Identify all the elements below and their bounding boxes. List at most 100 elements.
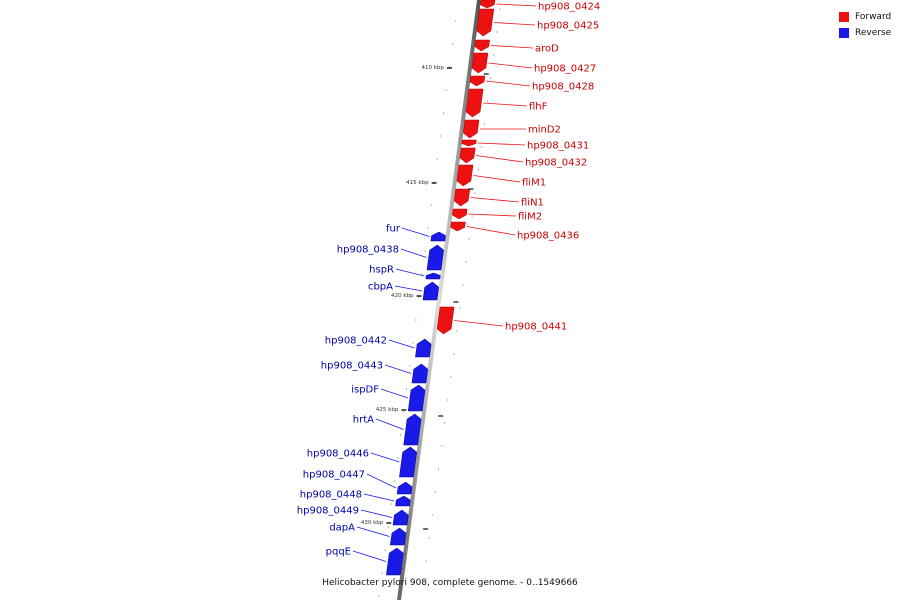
legend-reverse: Reverse [839, 25, 891, 41]
gene-label-hp908-0438[interactable]: hp908_0438 [337, 245, 399, 256]
gene-arod[interactable] [474, 39, 490, 52]
gene-hp908-0436[interactable] [450, 221, 466, 232]
gene-label-hp908-0436[interactable]: hp908_0436 [517, 231, 579, 242]
gene-flin1[interactable] [453, 188, 471, 207]
gene-hp908-0449[interactable] [392, 509, 409, 526]
gene-label-hp908-0431[interactable]: hp908_0431 [527, 141, 589, 152]
leader-line-hp908-0438 [400, 248, 427, 258]
gene-track [386, 0, 496, 576]
genome-axis [397, 0, 481, 600]
leader-line-hp908-0446 [370, 452, 400, 463]
gene-hp908-0443[interactable] [411, 363, 429, 384]
leader-line-hp908-0443 [384, 364, 412, 374]
gene-label-ispdf[interactable]: ispDF [351, 385, 379, 396]
leader-line-hp908-0425 [493, 22, 536, 26]
leader-line-hspr [395, 268, 425, 277]
forward-swatch [839, 12, 849, 22]
gene-label-hrta[interactable]: hrtA [353, 415, 374, 426]
genome-title: Helicobacter pylori 908, complete genome… [322, 578, 578, 588]
gene-ispdf[interactable] [407, 384, 426, 412]
gene-label-hp908-0427[interactable]: hp908_0427 [534, 64, 596, 75]
leader-line-pqqe [352, 550, 387, 562]
legend: Forward Reverse [839, 9, 891, 41]
gene-hp908-0431[interactable] [461, 139, 477, 147]
legend-reverse-label: Reverse [855, 28, 892, 38]
leader-line-flim1 [473, 175, 521, 183]
gene-hp908-0442[interactable] [415, 338, 432, 358]
leader-line-hp908-0447 [366, 473, 397, 489]
leader-line-hrta [375, 418, 404, 430]
leader-line-ispdf [380, 388, 409, 399]
gene-hspr[interactable] [425, 272, 441, 280]
gene-cbpa[interactable] [422, 281, 439, 301]
gene-hp908-0432[interactable] [459, 147, 476, 164]
gene-label-hp908-0449[interactable]: hp908_0449 [297, 506, 359, 517]
gene-label-pqqe[interactable]: pqqE [326, 547, 351, 558]
gene-label-hp908-0428[interactable]: hp908_0428 [532, 82, 594, 93]
gene-label-hp908-0447[interactable]: hp908_0447 [303, 470, 365, 481]
gene-flim1[interactable] [456, 164, 474, 187]
gene-mind2[interactable] [463, 119, 480, 139]
legend-forward-label: Forward [855, 12, 892, 22]
leader-line-dapa [356, 526, 390, 537]
gene-label-dapa[interactable]: dapA [329, 523, 355, 534]
kbp-label: 415 kbp [406, 180, 429, 186]
gene-dapa[interactable] [390, 527, 407, 546]
gene-labels: hp908_0424 hp908_0425 aroD hp908_0427 hp908_… [297, 2, 600, 562]
gene-label-flhf[interactable]: flhF [529, 102, 548, 113]
gene-label-mind2[interactable]: minD2 [528, 125, 561, 136]
gene-fur[interactable] [430, 231, 446, 242]
leader-line-hp908-0428 [486, 80, 531, 87]
gene-label-hp908-0432[interactable]: hp908_0432 [525, 158, 587, 169]
leader-line-hp908-0431 [477, 142, 526, 146]
gene-hp908-0447[interactable] [396, 481, 413, 495]
legend-forward: Forward [839, 9, 891, 25]
kbp-label: 410 kbp [422, 65, 445, 71]
gene-hp908-0427[interactable] [471, 52, 489, 74]
gene-flhf[interactable] [465, 88, 484, 118]
leader-line-fur [401, 227, 430, 237]
leader-line-arod [490, 45, 534, 49]
kbp-label: 425 kbp [376, 407, 399, 413]
gene-label-hp908-0424[interactable]: hp908_0424 [538, 2, 600, 13]
gene-hp908-0425[interactable] [476, 8, 495, 37]
gene-label-arod[interactable]: aroD [535, 44, 559, 55]
gene-label-hp908-0425[interactable]: hp908_0425 [537, 21, 599, 32]
gene-hp908-0428[interactable] [469, 75, 486, 87]
leader-line-hp908-0424 [496, 3, 537, 7]
gene-label-flim1[interactable]: fliM1 [522, 178, 546, 189]
gene-hrta[interactable] [403, 413, 422, 446]
gene-label-flin1[interactable]: fliN1 [521, 198, 544, 209]
gene-label-hp908-0442[interactable]: hp908_0442 [325, 336, 387, 347]
kbp-label: 420 kbp [391, 293, 414, 299]
gene-pqqe[interactable] [386, 547, 404, 576]
gene-label-hp908-0446[interactable]: hp908_0446 [307, 449, 369, 460]
leader-line-hp908-0448 [363, 493, 395, 502]
leader-line-flhf [483, 102, 528, 107]
reverse-swatch [839, 28, 849, 38]
leader-line-hp908-0449 [360, 509, 393, 518]
gene-hp908-0424[interactable] [480, 0, 496, 9]
gene-label-hspr[interactable]: hspR [369, 265, 394, 276]
gene-label-cbpa[interactable]: cbpA [368, 282, 393, 293]
gene-hp908-0438[interactable] [426, 244, 444, 271]
leader-line-cbpa [394, 285, 423, 292]
gene-label-flim2[interactable]: fliM2 [518, 212, 542, 223]
gene-label-hp908-0441[interactable]: hp908_0441 [505, 322, 567, 333]
leader-line-hp908-0432 [476, 155, 524, 163]
gene-hp908-0441[interactable] [436, 306, 455, 335]
leader-line-flin1 [470, 197, 520, 203]
gene-hp908-0446[interactable] [399, 446, 417, 478]
gene-label-hp908-0448[interactable]: hp908_0448 [300, 490, 362, 501]
scale-labels: 410 kbp 415 kbp 420 kbp 425 kbp 430 kbp [361, 65, 489, 530]
gene-flim2[interactable] [452, 208, 468, 220]
gene-hp908-0448[interactable] [395, 495, 411, 507]
leader-line-hp908-0427 [488, 62, 533, 69]
leader-line-flim2 [468, 213, 517, 217]
gene-label-hp908-0443[interactable]: hp908_0443 [321, 361, 383, 372]
leader-line-hp908-0442 [388, 339, 415, 349]
leader-line-hp908-0441 [454, 320, 504, 327]
gene-label-fur[interactable]: fur [386, 224, 401, 235]
tick-marks [378, 8, 501, 597]
